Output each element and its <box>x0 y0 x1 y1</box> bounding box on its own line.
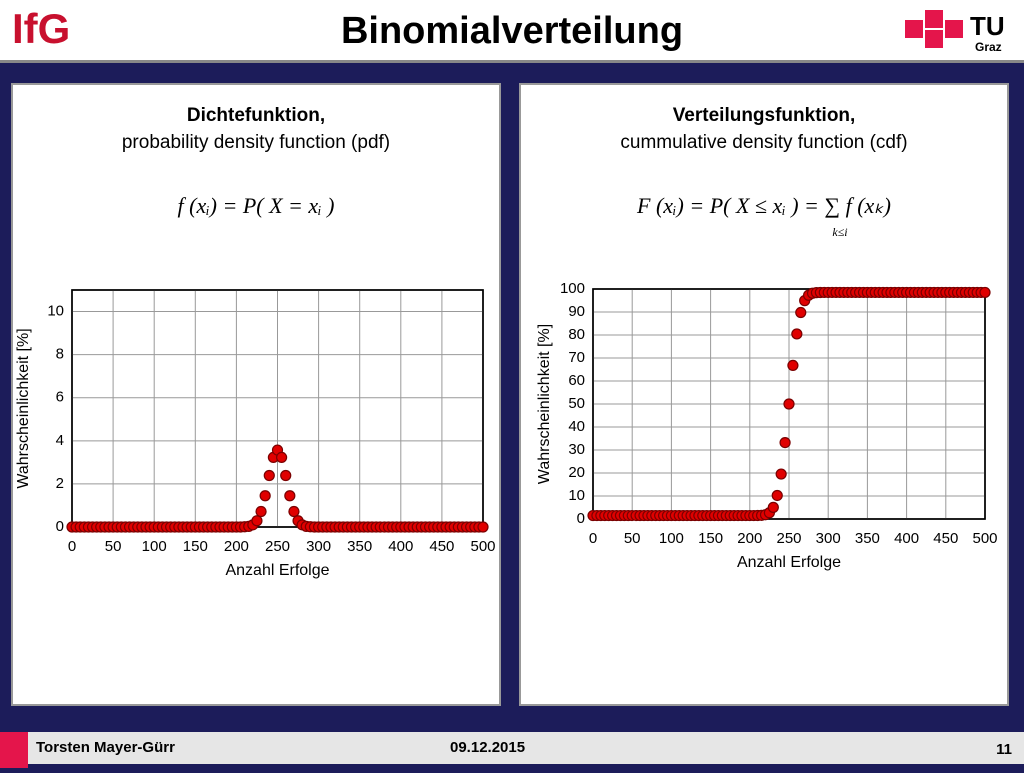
chart-subtitle: probability density function (pdf) <box>122 132 390 153</box>
logo-right-sub: Graz <box>975 40 1002 54</box>
x-tick-label: 400 <box>894 530 919 547</box>
y-tick-label: 90 <box>568 303 585 320</box>
plot-frame <box>592 288 986 520</box>
x-tick-label: 150 <box>698 530 723 547</box>
logo-left: IfG <box>12 5 70 52</box>
data-point <box>477 521 489 533</box>
data-point <box>276 451 288 464</box>
x-tick-label: 150 <box>183 538 208 555</box>
x-tick-label: 350 <box>347 538 372 555</box>
footer-band <box>28 732 1024 764</box>
data-point <box>263 469 275 482</box>
y-tick-label: 80 <box>568 326 585 343</box>
x-tick-label: 450 <box>429 538 454 555</box>
y-tick-label: 60 <box>568 372 585 389</box>
y-tick-label: 6 <box>56 389 64 406</box>
x-tick-label: 350 <box>855 530 880 547</box>
x-tick-label: 100 <box>142 538 167 555</box>
chart-title: Dichtefunktion, <box>187 105 325 126</box>
data-point <box>783 398 795 410</box>
y-tick-label: 4 <box>56 432 64 449</box>
y-tick-label: 70 <box>568 349 585 366</box>
y-tick-label: 20 <box>568 464 585 481</box>
y-tick-label: 30 <box>568 441 585 458</box>
y-tick-label: 0 <box>577 510 585 527</box>
data-point <box>775 468 787 480</box>
header-rule <box>0 60 1024 63</box>
formula: F (xᵢ) = P( X ≤ xᵢ ) = ∑ f (xₖ) <box>636 193 891 218</box>
data-point <box>259 490 271 502</box>
x-axis-label: Anzahl Erfolge <box>225 562 329 579</box>
data-point <box>255 505 267 518</box>
data-point <box>251 515 263 527</box>
logo-right: TU <box>970 11 1005 41</box>
x-tick-label: 200 <box>737 530 762 547</box>
x-tick-label: 300 <box>306 538 331 555</box>
data-point <box>280 469 292 482</box>
chart-subtitle: cummulative density function (cdf) <box>620 132 907 153</box>
y-tick-label: 2 <box>56 475 64 492</box>
header-band <box>0 0 1024 62</box>
x-tick-label: 200 <box>224 538 249 555</box>
x-tick-label: 400 <box>388 538 413 555</box>
x-axis-label: Anzahl Erfolge <box>737 554 841 571</box>
x-tick-label: 50 <box>105 538 122 555</box>
x-tick-label: 0 <box>68 538 76 555</box>
x-tick-label: 300 <box>816 530 841 547</box>
y-axis-label: Wahrscheinlichkeit [%] <box>536 324 553 484</box>
y-tick-label: 10 <box>47 303 64 320</box>
y-tick-label: 40 <box>568 418 585 435</box>
data-point <box>284 490 296 502</box>
plot-frame <box>71 289 484 528</box>
data-point <box>771 489 783 502</box>
footer-page: 11 <box>996 741 1012 758</box>
x-tick-label: 500 <box>972 530 997 547</box>
y-tick-label: 100 <box>560 280 585 297</box>
data-point <box>795 306 807 319</box>
data-point <box>767 501 779 513</box>
data-point <box>979 286 991 299</box>
x-tick-label: 250 <box>265 538 290 555</box>
x-tick-label: 250 <box>776 530 801 547</box>
footer-accent <box>0 732 28 768</box>
y-tick-label: 8 <box>56 346 64 363</box>
formula-sub: k≤i <box>832 225 847 239</box>
slide-title: Binomialverteilung <box>341 10 683 52</box>
data-point <box>791 328 803 340</box>
x-tick-label: 500 <box>470 538 495 555</box>
x-tick-label: 450 <box>933 530 958 547</box>
y-tick-label: 0 <box>56 518 64 535</box>
data-point <box>787 359 799 372</box>
y-axis-label: Wahrscheinlichkeit [%] <box>15 328 32 488</box>
chart-title: Verteilungsfunktion, <box>673 105 856 126</box>
data-point <box>779 436 791 449</box>
data-point <box>288 505 300 518</box>
x-tick-label: 50 <box>624 530 641 547</box>
footer-date: 09.12.2015 <box>450 739 525 756</box>
y-tick-label: 10 <box>568 487 585 504</box>
logo-right-mark <box>905 10 963 48</box>
formula: f (xᵢ) = P( X = xᵢ ) <box>178 193 335 218</box>
x-tick-label: 100 <box>659 530 684 547</box>
y-tick-label: 50 <box>568 395 585 412</box>
footer-author: Torsten Mayer-Gürr <box>36 739 175 756</box>
x-tick-label: 0 <box>589 530 597 547</box>
